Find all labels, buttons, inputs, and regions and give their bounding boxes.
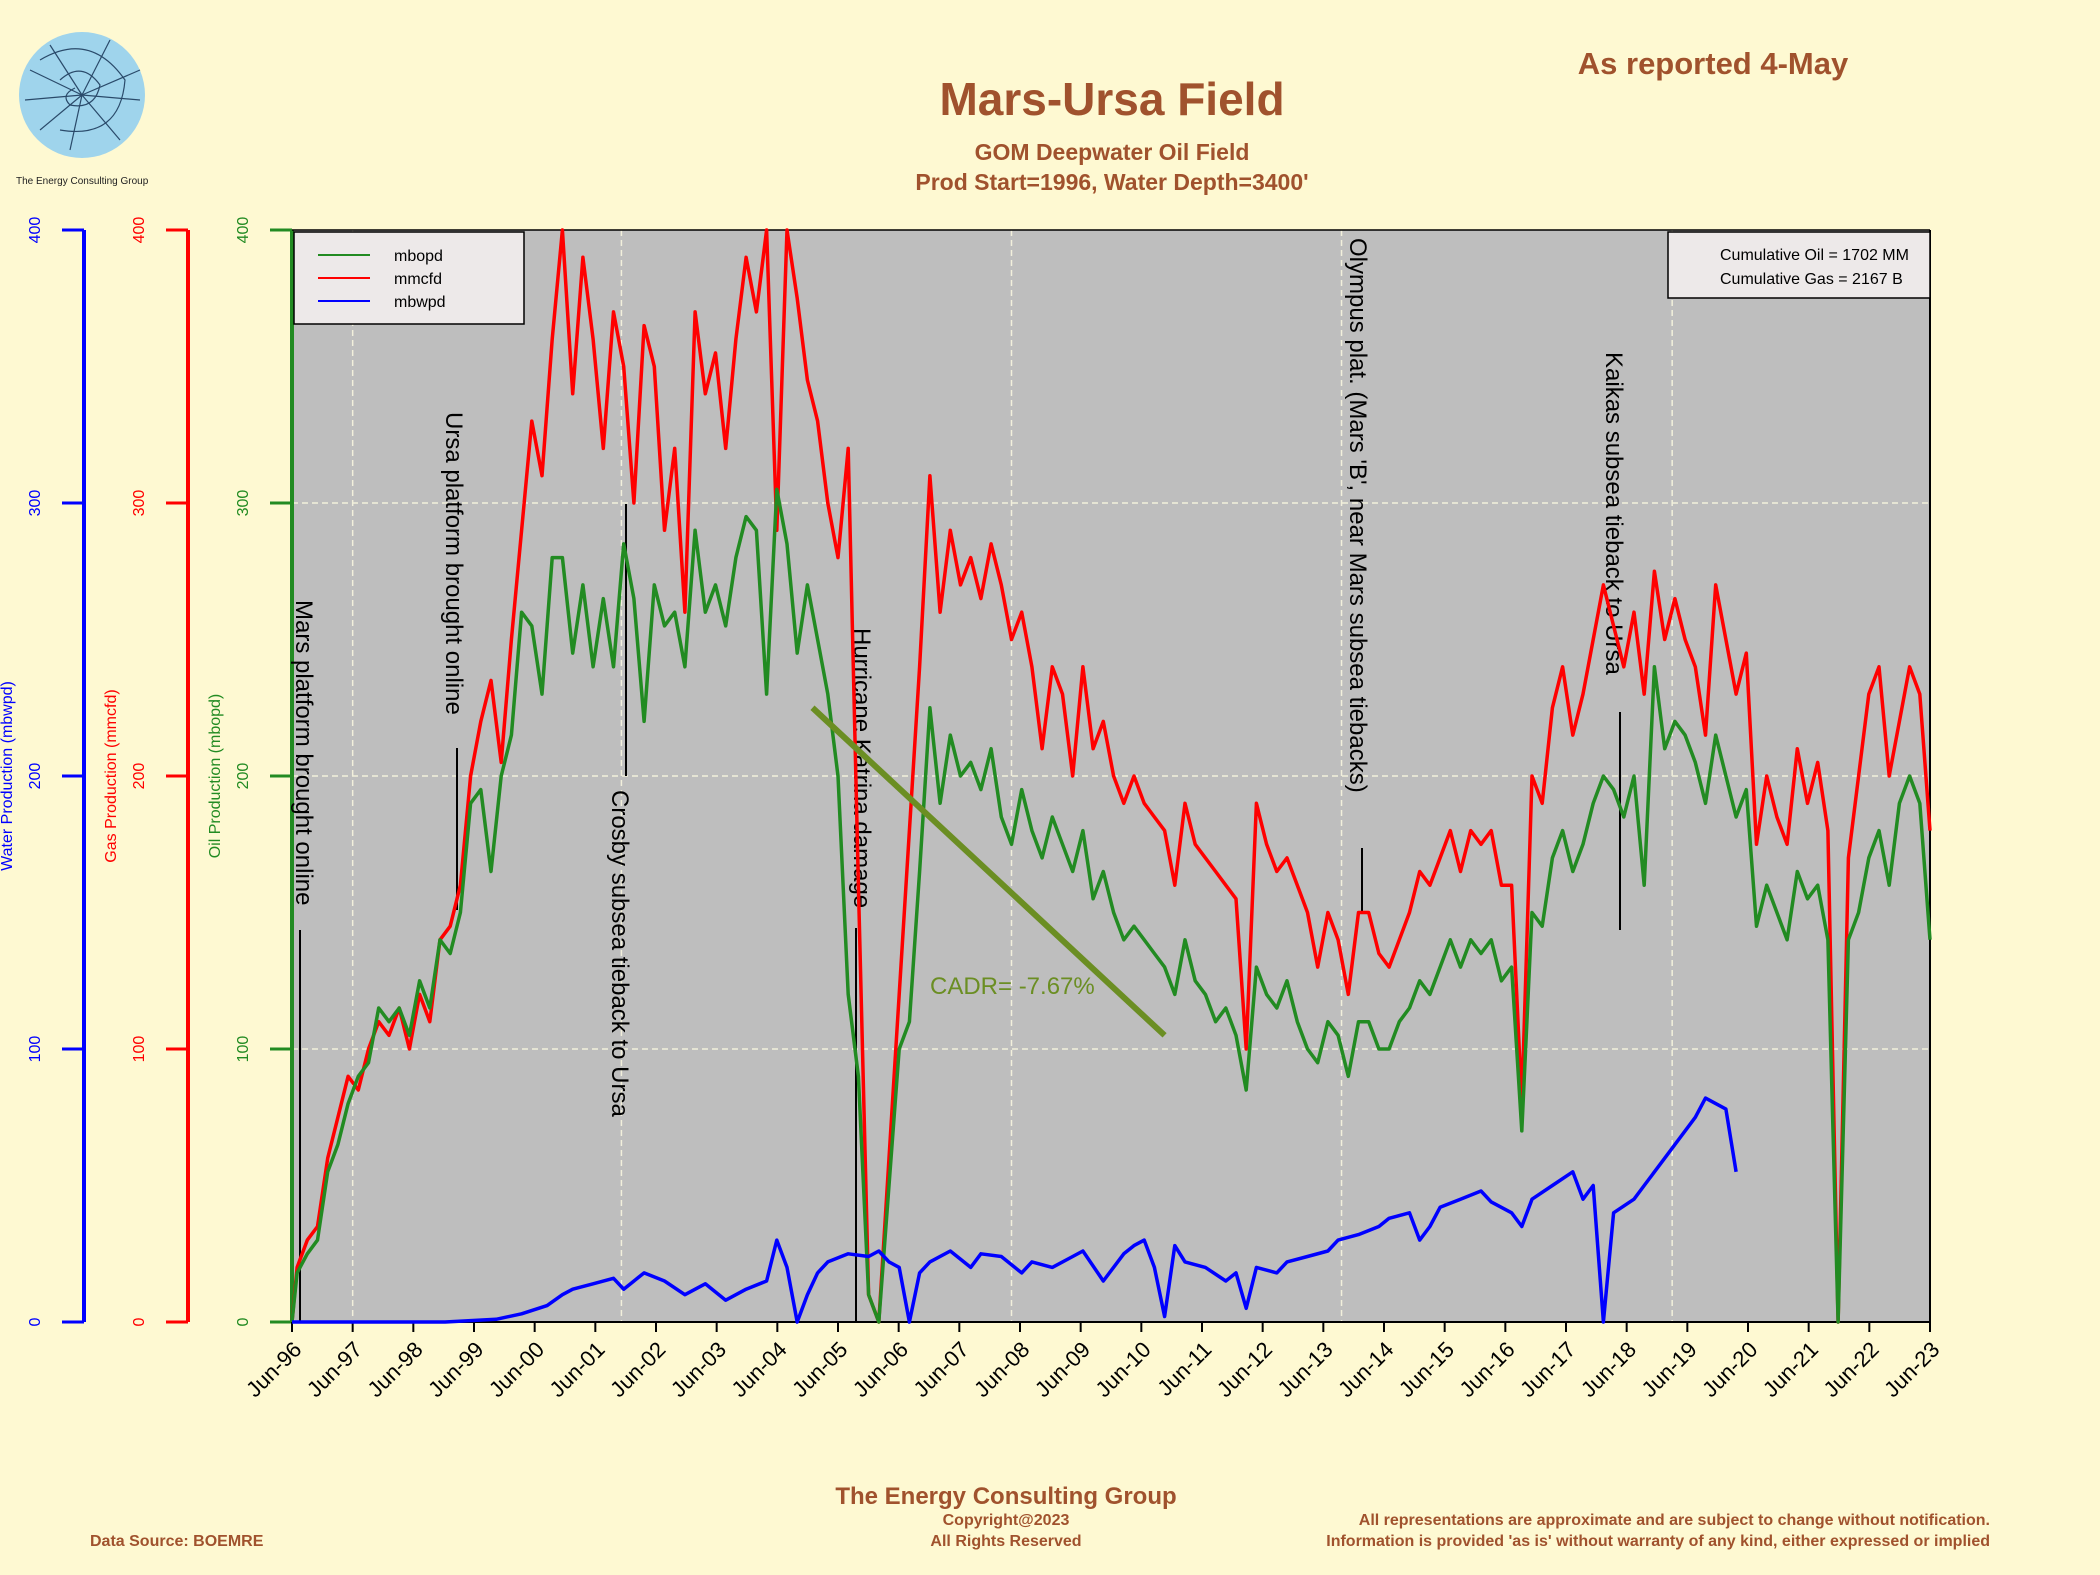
legend-oil: mbopd xyxy=(394,248,443,265)
x-tick-label: Jun-22 xyxy=(1819,1337,1884,1402)
y-tick-label: 0 xyxy=(235,1317,252,1326)
company-logo-icon xyxy=(19,32,145,158)
cadr-label: CADR= -7.67% xyxy=(930,973,1095,1000)
x-tick-label: Jun-07 xyxy=(909,1337,974,1402)
series-mbopd xyxy=(290,487,1932,1324)
y-tick-label: 200 xyxy=(131,763,148,790)
x-tick-label: Jun-11 xyxy=(1152,1337,1216,1401)
y-tick-label: 200 xyxy=(235,763,252,790)
x-tick-label: Jun-09 xyxy=(1030,1337,1095,1402)
chart-subtitle-2: Prod Start=1996, Water Depth=3400' xyxy=(915,169,1308,195)
x-tick-label: Jun-19 xyxy=(1637,1337,1702,1402)
legend-gas: mmcfd xyxy=(394,271,442,288)
cadr-trend-line xyxy=(810,705,1167,1038)
annotations: Mars platform brought online Ursa platfor… xyxy=(290,238,1627,1322)
legend: mbopd mmcfd mbwpd xyxy=(293,231,525,325)
footer-company: The Energy Consulting Group xyxy=(835,1483,1176,1510)
y-tick-label: 100 xyxy=(131,1036,148,1063)
y-tick-label: 200 xyxy=(27,763,44,790)
x-tick-label: Jun-08 xyxy=(969,1337,1034,1402)
series-lines xyxy=(290,228,1932,1324)
y-tick-label: 400 xyxy=(27,217,44,244)
cumulative-box: Cumulative Oil = 1702 MM Cumulative Gas … xyxy=(1667,231,1931,299)
y-tick-label: 100 xyxy=(235,1036,252,1063)
annotation-label: Crosby subsea tieback to Ursa xyxy=(606,790,633,1117)
grid xyxy=(292,230,1930,1322)
cumulative-gas: Cumulative Gas = 2167 B xyxy=(1720,271,1903,288)
chart-subtitle-1: GOM Deepwater Oil Field xyxy=(975,139,1250,165)
y-axis-label: Water Production (mbwpd) xyxy=(0,681,16,871)
x-tick-label: Jun-96 xyxy=(241,1337,306,1402)
y-tick-label: 0 xyxy=(27,1317,44,1326)
footer-source: Data Source: BOEMRE xyxy=(90,1533,264,1550)
cumulative-oil: Cumulative Oil = 1702 MM xyxy=(1720,247,1909,264)
x-tick-label: Jun-10 xyxy=(1091,1337,1156,1402)
legend-water: mbwpd xyxy=(394,294,446,311)
y-tick-label: 300 xyxy=(131,490,148,517)
x-tick-label: Jun-00 xyxy=(484,1337,549,1402)
footer-disclaimer-1: All representations are approximate and … xyxy=(1359,1512,1990,1529)
x-tick-label: Jun-16 xyxy=(1455,1337,1520,1402)
annotation-label: Olympus plat. (Mars 'B', near Mars subse… xyxy=(1344,238,1371,793)
x-tick-label: Jun-97 xyxy=(302,1337,367,1402)
x-tick-label: Jun-04 xyxy=(727,1337,792,1402)
x-tick-label: Jun-02 xyxy=(605,1337,670,1402)
y-axis-label: Oil Production (mbopd) xyxy=(207,694,224,859)
x-tick-label: Jun-99 xyxy=(423,1337,488,1402)
y-axes: 0 100 200 300 400 Water Production (mbwpd) 0 10… xyxy=(0,217,294,1326)
trend-line: CADR= -7.67% xyxy=(810,705,1167,1038)
reported-date: As reported 4-May xyxy=(1578,46,1849,81)
x-tick-label: Jun-15 xyxy=(1394,1337,1459,1402)
chart-title: Mars-Ursa Field xyxy=(939,73,1284,125)
footer-copyright: Copyright@2023 xyxy=(943,1512,1070,1529)
y-tick-label: 300 xyxy=(235,490,252,517)
x-tick-label: Jun-03 xyxy=(666,1337,731,1402)
footer-rights: All Rights Reserved xyxy=(930,1533,1081,1550)
x-tick-label: Jun-14 xyxy=(1333,1337,1398,1402)
y-tick-label: 300 xyxy=(27,490,44,517)
x-tick-label: Jun-13 xyxy=(1273,1337,1338,1402)
y-tick-label: 100 xyxy=(27,1036,44,1063)
series-mmcfd xyxy=(290,228,1932,1324)
x-tick-label: Jun-01 xyxy=(545,1337,610,1402)
y-axis-label: Gas Production (mmcfd) xyxy=(103,689,120,862)
annotation-label: Ursa platform brought online xyxy=(440,412,467,715)
x-tick-label: Jun-23 xyxy=(1879,1337,1944,1402)
x-tick-label: Jun-98 xyxy=(363,1337,428,1402)
x-tick-label: Jun-05 xyxy=(787,1337,852,1402)
x-tick-label: Jun-17 xyxy=(1515,1337,1580,1402)
series-mbwpd xyxy=(292,1096,1738,1324)
footer-disclaimer-2: Information is provided 'as is' without … xyxy=(1326,1533,1990,1550)
x-tick-label: Jun-21 xyxy=(1758,1337,1823,1402)
logo-caption: The Energy Consulting Group xyxy=(16,176,149,187)
x-tick-label: Jun-18 xyxy=(1576,1337,1641,1402)
x-tick-label: Jun-20 xyxy=(1697,1337,1762,1402)
x-tick-label: Jun-06 xyxy=(848,1337,913,1402)
x-tick-label: Jun-12 xyxy=(1212,1337,1277,1402)
annotation-label: Mars platform brought online xyxy=(290,600,317,905)
y-tick-label: 0 xyxy=(131,1317,148,1326)
y-tick-label: 400 xyxy=(131,217,148,244)
y-tick-label: 400 xyxy=(235,217,252,244)
